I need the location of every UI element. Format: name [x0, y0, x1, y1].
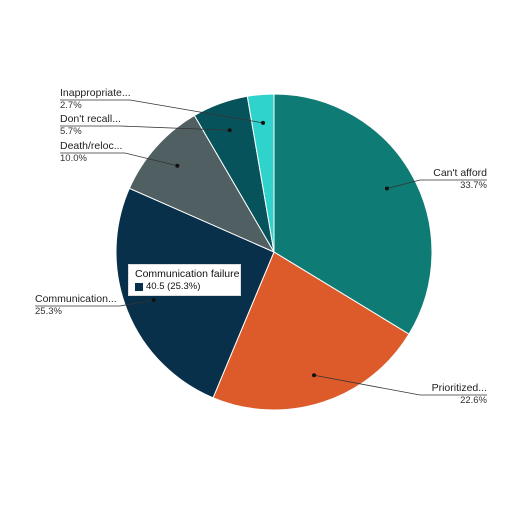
tooltip-value: 40.5 (25.3%) [146, 281, 201, 292]
slice-label-4: Don't recall... [60, 113, 121, 125]
pie-slice-1[interactable] [212, 251, 410, 411]
leader-dot-3 [175, 163, 180, 168]
slice-label-1: Prioritized... [432, 382, 487, 394]
leader-dot-4 [227, 128, 232, 133]
leader-dot-1 [312, 373, 317, 378]
slice-percent-5: 2.7% [60, 100, 82, 111]
leader-dot-5 [261, 120, 266, 125]
slice-label-5: Inappropriate... [60, 87, 131, 99]
leader-line-0 [386, 179, 487, 189]
chart-tooltip: Communication failure 40.5 (25.3%) [128, 264, 241, 296]
leader-dot-0 [384, 186, 389, 191]
tooltip-value-row: 40.5 (25.3%) [135, 281, 234, 293]
pie-slice-3[interactable] [128, 114, 276, 254]
leader-line-1 [313, 374, 487, 396]
pie-slice-0[interactable] [273, 93, 433, 335]
leader-line-4 [60, 125, 230, 131]
leader-dot-2 [151, 298, 156, 303]
leader-line-5 [60, 99, 264, 124]
slice-percent-4: 5.7% [60, 126, 82, 137]
slice-percent-3: 10.0% [60, 153, 87, 164]
slice-percent-0: 33.7% [460, 180, 487, 191]
leader-line-3 [60, 152, 178, 167]
slice-label-3: Death/reloc... [60, 140, 122, 152]
pie-slice-5[interactable] [246, 93, 275, 253]
slice-label-2: Communication... [35, 293, 117, 305]
slice-label-0: Can't afford [433, 167, 487, 179]
slice-percent-1: 22.6% [460, 395, 487, 406]
slices-layer [115, 93, 433, 411]
tooltip-title: Communication failure [135, 268, 240, 280]
leader-line-2 [35, 299, 154, 307]
slice-percent-2: 25.3% [35, 306, 62, 317]
tooltip-swatch [135, 283, 143, 291]
